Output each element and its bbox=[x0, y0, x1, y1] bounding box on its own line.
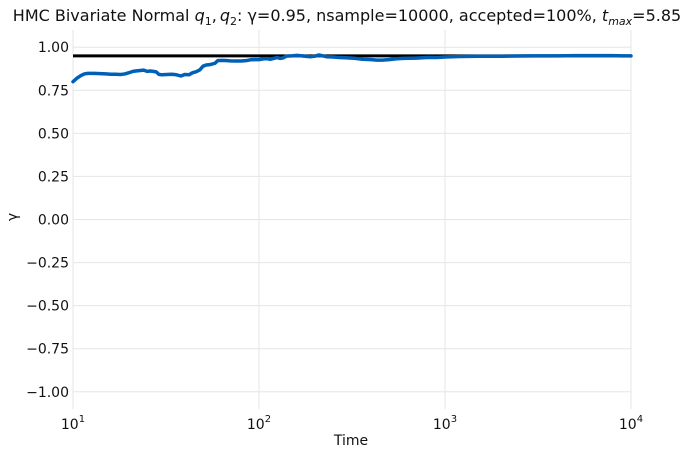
y-tick-label-0: 1.00 bbox=[38, 40, 69, 56]
y-axis-label: γ bbox=[5, 213, 21, 221]
x-axis-label: Time bbox=[333, 433, 368, 449]
title-q2-sub: 2 bbox=[230, 15, 237, 28]
title-q2: q bbox=[220, 6, 230, 25]
title-sep: , bbox=[212, 6, 217, 25]
title-q1: q bbox=[195, 6, 205, 25]
y-tick-label-1: 0.75 bbox=[38, 83, 69, 99]
y-tick-label-5: −0.25 bbox=[26, 256, 69, 272]
chart-title: HMC Bivariate Normal q1, q2: γ=0.95, nsam… bbox=[13, 6, 681, 28]
x-tick-label-1: 102 bbox=[247, 414, 271, 433]
title-t: t bbox=[602, 6, 609, 25]
title-rest: : γ=0.95, nsample=10000, accepted=100%, bbox=[237, 6, 602, 25]
y-axis-ticks: 1.00 0.75 0.50 0.25 0.00 −0.25 −0.50 −0.75 −1.00 bbox=[26, 40, 69, 401]
x-axis-ticks: 101 102 103 104 bbox=[61, 414, 643, 433]
y-tick-label-6: −0.50 bbox=[26, 299, 69, 315]
y-tick-label-3: 0.25 bbox=[38, 169, 69, 185]
title-q1-sub: 1 bbox=[205, 15, 212, 28]
series-line-0 bbox=[71, 53, 633, 84]
title-t-value: =5.85 bbox=[632, 6, 681, 25]
grid bbox=[72, 30, 632, 409]
x-tick-label-0: 101 bbox=[61, 414, 85, 433]
y-tick-label-8: −1.00 bbox=[26, 385, 69, 401]
title-prefix: HMC Bivariate Normal bbox=[13, 6, 195, 25]
title-t-sub: max bbox=[608, 15, 632, 28]
y-tick-label-7: −0.75 bbox=[26, 342, 69, 358]
x-tick-label-3: 104 bbox=[619, 414, 643, 433]
x-tick-label-2: 103 bbox=[433, 414, 457, 433]
y-tick-label-2: 0.50 bbox=[38, 126, 69, 142]
y-tick-label-4: 0.00 bbox=[38, 213, 69, 229]
series-layer bbox=[71, 53, 633, 84]
